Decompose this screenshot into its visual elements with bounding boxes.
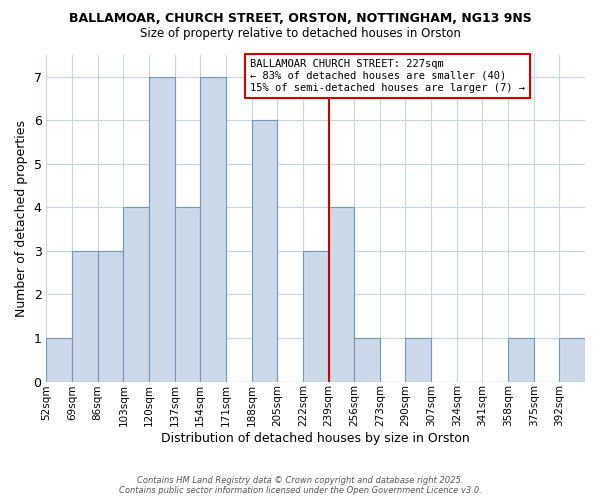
Bar [72, 251, 98, 382]
Bar [98, 251, 124, 382]
Text: Size of property relative to detached houses in Orston: Size of property relative to detached ho… [140, 28, 460, 40]
X-axis label: Distribution of detached houses by size in Orston: Distribution of detached houses by size … [161, 432, 470, 445]
Bar [46, 338, 72, 382]
Bar [559, 338, 585, 382]
Y-axis label: Number of detached properties: Number of detached properties [15, 120, 28, 317]
Bar [329, 208, 354, 382]
Bar [124, 208, 149, 382]
Text: BALLAMOAR CHURCH STREET: 227sqm
← 83% of detached houses are smaller (40)
15% of: BALLAMOAR CHURCH STREET: 227sqm ← 83% of… [250, 60, 525, 92]
Bar [303, 251, 329, 382]
Bar [406, 338, 431, 382]
Bar [354, 338, 380, 382]
Bar [251, 120, 277, 382]
Bar [149, 77, 175, 382]
Bar [175, 208, 200, 382]
Bar [200, 77, 226, 382]
Bar [508, 338, 534, 382]
Text: BALLAMOAR, CHURCH STREET, ORSTON, NOTTINGHAM, NG13 9NS: BALLAMOAR, CHURCH STREET, ORSTON, NOTTIN… [68, 12, 532, 26]
Text: Contains HM Land Registry data © Crown copyright and database right 2025.
Contai: Contains HM Land Registry data © Crown c… [119, 476, 481, 495]
